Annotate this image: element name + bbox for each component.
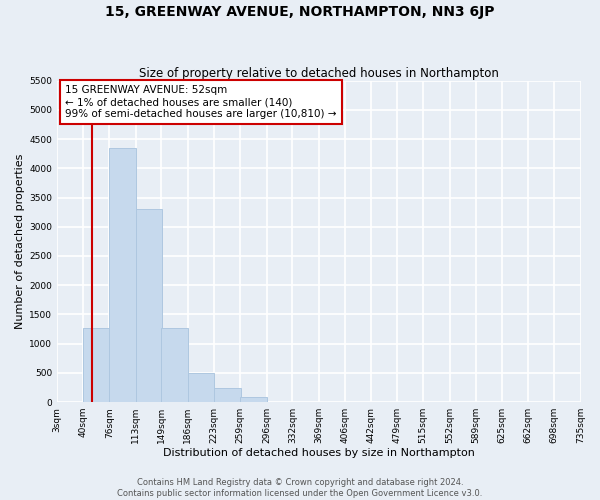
Bar [188,374,214,402]
Bar [83,328,110,402]
Bar [109,148,136,402]
Text: 15, GREENWAY AVENUE, NORTHAMPTON, NN3 6JP: 15, GREENWAY AVENUE, NORTHAMPTON, NN3 6J… [105,5,495,19]
Text: 15 GREENWAY AVENUE: 52sqm
← 1% of detached houses are smaller (140)
99% of semi-: 15 GREENWAY AVENUE: 52sqm ← 1% of detach… [65,86,337,118]
X-axis label: Distribution of detached houses by size in Northampton: Distribution of detached houses by size … [163,448,475,458]
Bar [214,388,241,402]
Bar [161,328,188,402]
Bar [240,398,266,402]
Y-axis label: Number of detached properties: Number of detached properties [15,154,25,329]
Bar [136,209,162,402]
Text: Contains HM Land Registry data © Crown copyright and database right 2024.
Contai: Contains HM Land Registry data © Crown c… [118,478,482,498]
Title: Size of property relative to detached houses in Northampton: Size of property relative to detached ho… [139,66,499,80]
